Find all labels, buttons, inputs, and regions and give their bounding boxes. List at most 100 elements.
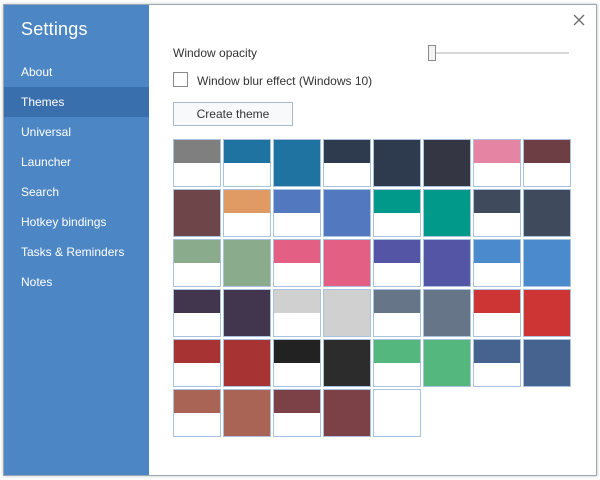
theme-swatch[interactable]: [223, 139, 271, 187]
theme-swatch[interactable]: [173, 239, 221, 287]
theme-swatch[interactable]: [173, 389, 221, 437]
window-blur-checkbox[interactable]: [173, 72, 188, 87]
sidebar-item-about[interactable]: About: [21, 65, 53, 79]
theme-swatch[interactable]: [223, 289, 271, 337]
swatch-accent: [474, 340, 520, 363]
swatch-accent: [274, 190, 320, 213]
sidebar-nav: About Themes Universal Launcher Search Hotkey…: [4, 57, 149, 297]
swatch-accent: [524, 240, 570, 286]
swatch-body: [474, 263, 520, 286]
swatch-body: [274, 313, 320, 336]
sidebar-item-search[interactable]: Search: [21, 185, 60, 199]
theme-swatch[interactable]: [423, 189, 471, 237]
sidebar-item-universal[interactable]: Universal: [21, 125, 72, 139]
swatch-accent: [224, 390, 270, 436]
theme-swatch[interactable]: [523, 189, 571, 237]
theme-swatch[interactable]: [473, 289, 521, 337]
theme-swatch[interactable]: [373, 339, 421, 387]
theme-swatch[interactable]: [223, 339, 271, 387]
theme-swatch[interactable]: [523, 239, 571, 287]
theme-swatch[interactable]: [273, 289, 321, 337]
theme-swatch[interactable]: [173, 339, 221, 387]
sidebar-item-launcher[interactable]: Launcher: [21, 155, 72, 169]
theme-swatch[interactable]: [423, 339, 471, 387]
swatch-accent: [524, 140, 570, 163]
theme-swatch[interactable]: [173, 289, 221, 337]
swatch-accent: [224, 140, 270, 163]
swatch-body: [224, 163, 270, 186]
theme-swatch[interactable]: [473, 239, 521, 287]
swatch-body: [174, 163, 220, 186]
window-opacity-label: Window opacity: [173, 46, 258, 60]
create-theme-button[interactable]: Create theme: [173, 102, 293, 126]
swatch-accent: [424, 290, 470, 336]
sidebar-item-tasks-reminders[interactable]: Tasks & Reminders: [21, 245, 125, 259]
sidebar-item-notes[interactable]: Notes: [21, 275, 53, 289]
sidebar-title: Settings: [21, 19, 88, 39]
swatch-accent: [224, 190, 270, 213]
theme-swatch[interactable]: [323, 139, 371, 187]
theme-swatch[interactable]: [173, 189, 221, 237]
slider-track: [428, 52, 569, 54]
swatch-accent: [174, 240, 220, 263]
theme-swatch[interactable]: [323, 339, 371, 387]
close-icon[interactable]: [572, 13, 586, 27]
theme-swatch[interactable]: [273, 239, 321, 287]
theme-swatch[interactable]: [223, 239, 271, 287]
theme-swatch[interactable]: [473, 189, 521, 237]
theme-swatch[interactable]: [223, 189, 271, 237]
theme-swatch[interactable]: [273, 139, 321, 187]
theme-swatch[interactable]: [473, 139, 521, 187]
swatch-accent: [524, 290, 570, 336]
theme-swatch[interactable]: [323, 239, 371, 287]
theme-swatch[interactable]: [423, 239, 471, 287]
theme-swatch[interactable]: [523, 139, 571, 187]
swatch-body: [174, 363, 220, 386]
theme-swatch[interactable]: [273, 189, 321, 237]
swatch-accent: [374, 140, 420, 186]
swatch-accent: [524, 340, 570, 386]
swatch-body: [474, 163, 520, 186]
theme-swatch[interactable]: [473, 339, 521, 387]
theme-swatch[interactable]: [373, 189, 421, 237]
theme-swatch[interactable]: [373, 139, 421, 187]
settings-window: Settings About Themes Universal Launcher Sea…: [3, 4, 597, 476]
theme-swatch[interactable]: [323, 389, 371, 437]
swatch-accent: [174, 340, 220, 363]
swatch-body: [374, 313, 420, 336]
swatch-accent: [324, 140, 370, 163]
theme-swatch[interactable]: [423, 289, 471, 337]
swatch-accent: [224, 340, 270, 386]
theme-swatch[interactable]: [323, 289, 371, 337]
theme-swatch[interactable]: [523, 289, 571, 337]
swatch-body: [524, 163, 570, 186]
swatch-accent: [424, 140, 470, 186]
swatch-accent: [224, 290, 270, 336]
swatch-body: [474, 313, 520, 336]
swatch-accent: [424, 340, 470, 386]
swatch-accent: [424, 240, 470, 286]
swatch-body: [174, 413, 220, 436]
swatch-accent: [474, 140, 520, 163]
theme-swatch[interactable]: [423, 139, 471, 187]
theme-swatch[interactable]: [173, 139, 221, 187]
sidebar-item-themes[interactable]: Themes: [4, 87, 149, 117]
swatch-accent: [324, 340, 370, 386]
theme-swatch[interactable]: [373, 239, 421, 287]
theme-swatch[interactable]: [373, 389, 421, 437]
swatch-accent: [174, 140, 220, 163]
theme-swatch[interactable]: [273, 389, 321, 437]
theme-swatch[interactable]: [273, 339, 321, 387]
theme-swatch[interactable]: [323, 189, 371, 237]
window-opacity-slider[interactable]: [428, 45, 569, 61]
swatch-accent: [224, 240, 270, 286]
swatch-accent: [174, 390, 220, 413]
sidebar-item-hotkey-bindings[interactable]: Hotkey bindings: [21, 215, 107, 229]
slider-thumb[interactable]: [428, 45, 436, 61]
swatch-accent: [174, 290, 220, 313]
swatch-body: [374, 263, 420, 286]
theme-swatch[interactable]: [223, 389, 271, 437]
theme-swatch[interactable]: [523, 339, 571, 387]
theme-swatch[interactable]: [373, 289, 421, 337]
swatch-accent: [274, 140, 320, 186]
